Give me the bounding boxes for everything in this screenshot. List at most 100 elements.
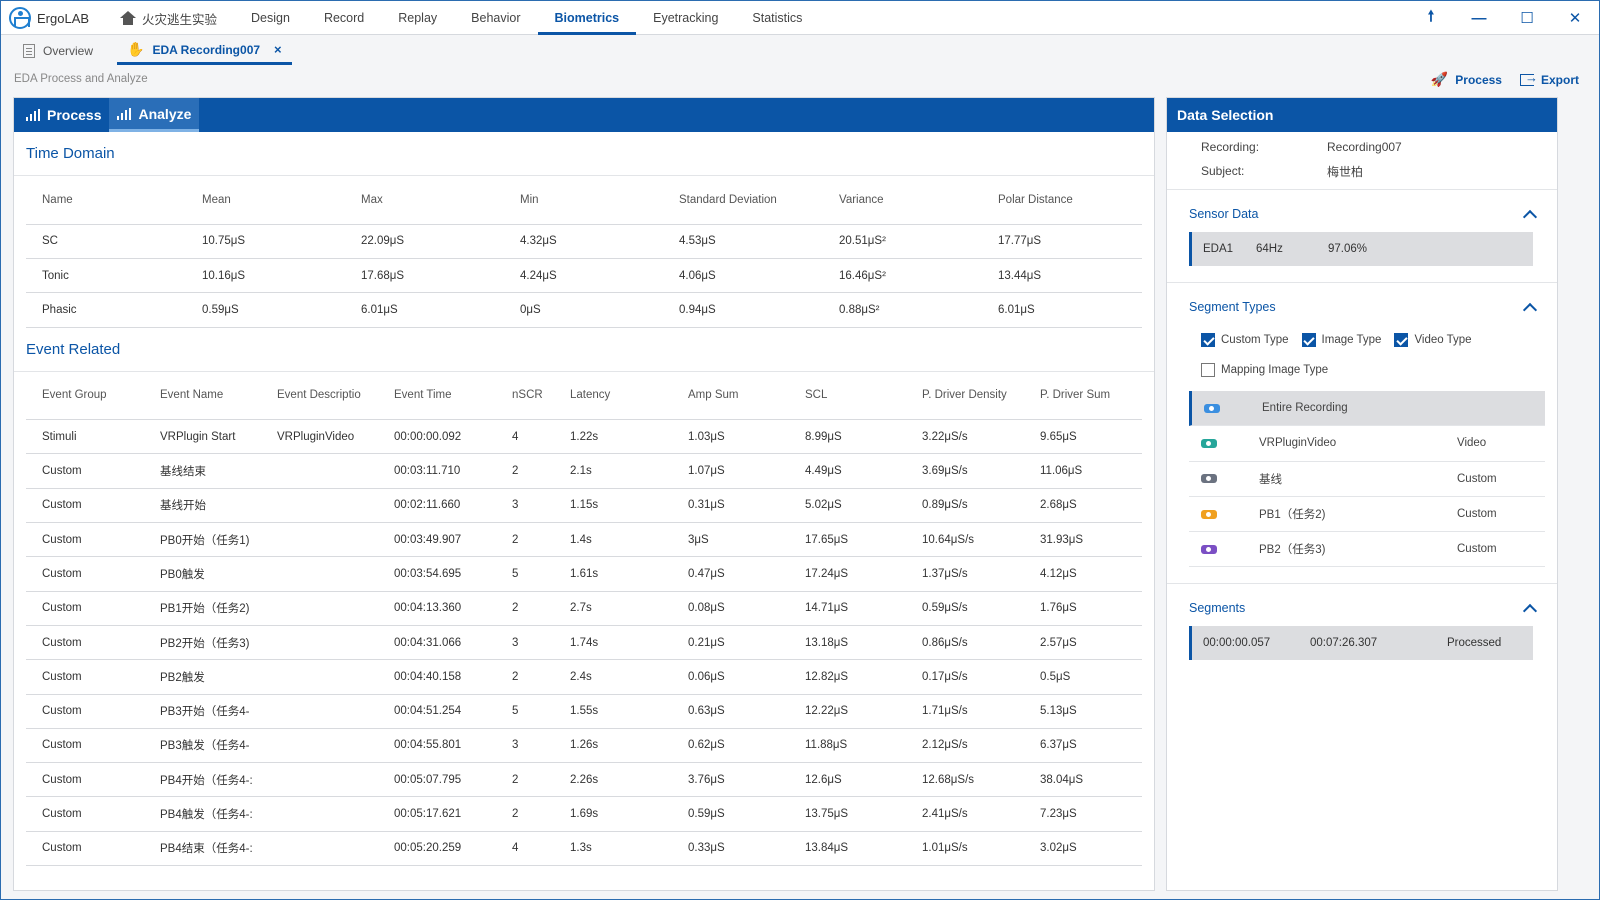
tab-overview-label: Overview [43, 44, 94, 58]
chevron-up-icon[interactable] [1522, 604, 1538, 619]
menu-item-project-home[interactable]: 火灾逃生实验 [103, 1, 234, 35]
menu-item-statistics[interactable]: Statistics [752, 11, 803, 25]
checkbox-unchecked-icon[interactable] [1201, 363, 1215, 377]
close-icon[interactable]: ✕ [1568, 10, 1582, 27]
table-row[interactable]: SC 10.75μS 22.09μS 4.32μS 4.53μS 20.51μS² 17.7… [26, 224, 1142, 259]
sensor-data-header[interactable]: Sensor Data [1167, 190, 1557, 232]
table-cell: PB1开始（任务2) [144, 591, 261, 626]
checkbox-checked-icon[interactable] [1394, 333, 1409, 347]
minimize-icon[interactable]: — [1471, 9, 1487, 27]
table-cell: 4 [496, 831, 554, 867]
table-cell: 1.26s [554, 728, 672, 764]
table-cell: 0.94μS [663, 292, 823, 328]
segment-types-header[interactable]: Segment Types [1167, 283, 1557, 325]
checkbox-checked-icon[interactable] [1201, 333, 1215, 347]
document-icon [23, 44, 35, 58]
checkbox-checked-icon[interactable] [1301, 333, 1316, 347]
process-button[interactable]: 🚀 Process [1431, 71, 1502, 88]
table-row[interactable]: Tonic 10.16μS 17.68μS 4.24μS 4.06μS 16.46μS² 1… [26, 258, 1142, 294]
table-cell: 5.02μS [789, 488, 906, 524]
segment-type-item[interactable]: PB1（任务2) Custom [1189, 497, 1545, 533]
segment-type-checkbox[interactable]: Video Type [1394, 325, 1472, 355]
segment-end: 00:07:26.307 [1310, 637, 1378, 650]
checkbox-label: Image Type [1321, 334, 1382, 346]
table-cell: 12.22μS [789, 694, 906, 729]
table-row[interactable]: Custom 基线开始 00:02:11.660 3 1.15s 0.31μS 5.02μS… [26, 488, 1142, 524]
table-cell [261, 659, 378, 695]
table-cell: 0.59μS [672, 796, 789, 832]
tab-overview[interactable]: Overview [13, 37, 103, 65]
table-row[interactable]: Custom PB0开始（任务1) 00:03:49.907 2 1.4s 3μS 17.6… [26, 522, 1142, 558]
maximize-icon[interactable]: ☐ [1520, 10, 1534, 27]
table-row[interactable]: Custom PB3触发（任务4- 00:04:55.801 3 1.26s 0.62μS… [26, 728, 1142, 764]
tab-process[interactable]: Process [18, 98, 109, 132]
segment-type-item[interactable]: PB2（任务3) Custom [1189, 532, 1545, 568]
column-header: Variance [823, 176, 982, 225]
menu-item-design[interactable]: Design [251, 11, 290, 25]
event-related-table: Event Group Event Name Event Descriptio Eve… [26, 371, 1142, 867]
table-cell: 2 [496, 796, 554, 832]
tab-analyze[interactable]: Analyze [109, 98, 200, 132]
tab-eda-recording[interactable]: ✋ EDA Recording007 × [117, 37, 292, 65]
pin-arrow-icon[interactable]: 🠕 [1427, 7, 1435, 25]
table-row[interactable]: Phasic 0.59μS 6.01μS 0μS 0.94μS 0.88μS² 6.01μS [26, 292, 1142, 328]
chevron-up-icon[interactable] [1522, 209, 1538, 225]
column-header: Amp Sum [672, 371, 789, 421]
segment-type-item[interactable]: Entire Recording [1189, 391, 1545, 427]
table-cell: 00:05:17.621 [378, 796, 496, 832]
table-row[interactable]: Custom PB4触发（任务4-: 00:05:17.621 2 1.69s 0.59μ… [26, 796, 1142, 832]
table-row[interactable]: Custom PB4结束（任务4-: 00:05:20.259 4 1.3s 0.33μS… [26, 831, 1142, 867]
table-cell: 0.86μS/s [906, 625, 1024, 661]
tab-close-icon[interactable]: × [274, 42, 282, 57]
table-row[interactable]: Custom PB1开始（任务2) 00:04:13.360 2 2.7s 0.08μS 1… [26, 591, 1142, 626]
segments-header[interactable]: Segments [1167, 584, 1557, 626]
table-cell: 6.01μS [345, 292, 504, 328]
sensor-row[interactable]: EDA1 64Hz 97.06% [1189, 232, 1533, 266]
table-cell: 11.06μS [1024, 453, 1142, 489]
recording-row: Recording: Recording007 [1167, 135, 1557, 159]
table-cell: 1.01μS/s [906, 831, 1024, 867]
table-row[interactable]: Custom PB3开始（任务4- 00:04:51.254 5 1.55s 0.63μS… [26, 694, 1142, 729]
table-row[interactable]: Custom PB2触发 00:04:40.158 2 2.4s 0.06μS 12.82μ… [26, 659, 1142, 695]
table-row[interactable]: Custom PB2开始（任务3) 00:04:31.066 3 1.74s 0.21μS… [26, 625, 1142, 661]
table-cell: 38.04μS [1024, 762, 1142, 798]
table-cell: 3.02μS [1024, 831, 1142, 867]
menu-item-eyetracking[interactable]: Eyetracking [653, 11, 719, 25]
segment-type-checkbox[interactable]: Mapping Image Type [1201, 355, 1328, 385]
segment-type-checkbox[interactable]: Image Type [1301, 325, 1382, 355]
segment-type-item[interactable]: 基线 Custom [1189, 462, 1545, 497]
table-cell: 8.99μS [789, 419, 906, 455]
brand: ErgoLAB [9, 7, 89, 29]
table-cell: 17.68μS [345, 258, 504, 294]
chevron-up-icon[interactable] [1522, 302, 1538, 318]
table-row[interactable]: Custom PB4开始（任务4-: 00:05:07.795 2 2.26s 3.76μ… [26, 762, 1142, 798]
table-cell [261, 796, 378, 832]
table-cell [261, 831, 378, 867]
menu-item-behavior[interactable]: Behavior [471, 11, 521, 25]
segment-row[interactable]: 00:00:00.057 00:07:26.307 Processed [1189, 626, 1533, 661]
recording-value: Recording007 [1327, 140, 1402, 154]
table-cell: 00:04:31.066 [378, 625, 496, 661]
table-cell: 22.09μS [345, 224, 504, 259]
menu-item-record[interactable]: Record [323, 11, 365, 25]
table-cell: 00:00:00.092 [378, 419, 496, 455]
segment-type-item[interactable]: VRPluginVideo Video [1189, 426, 1545, 462]
table-cell: 0.17μS/s [906, 659, 1024, 695]
ergolab-logo-icon [9, 7, 31, 29]
column-header: Event Descriptio [261, 371, 378, 421]
menu-item-replay[interactable]: Replay [398, 11, 438, 25]
table-row[interactable]: Custom PB0触发 00:03:54.695 5 1.61s 0.47μS 17.24… [26, 556, 1142, 592]
table-cell: 6.01μS [982, 292, 1142, 328]
menu-item-biometrics[interactable]: Biometrics [537, 1, 637, 35]
table-cell: 00:05:20.259 [378, 831, 496, 867]
table-row[interactable]: Stimuli VRPlugin Start VRPluginVideo 00:00:… [26, 419, 1142, 455]
top-menu-bar: ErgoLAB 火灾逃生实验 Design Record Replay Beha… [1, 1, 1599, 35]
column-header: nSCR [496, 371, 554, 421]
table-cell: 0.06μS [672, 659, 789, 695]
table-cell: 1.76μS [1024, 591, 1142, 626]
table-cell: PB4结束（任务4-: [144, 831, 261, 867]
time-domain-title: Time Domain [14, 132, 1154, 176]
export-button[interactable]: Export [1519, 70, 1579, 88]
table-row[interactable]: Custom 基线结束 00:03:11.710 2 2.1s 1.07μS 4.49μS 3… [26, 453, 1142, 489]
segment-type-checkbox[interactable]: Custom Type [1201, 325, 1289, 355]
